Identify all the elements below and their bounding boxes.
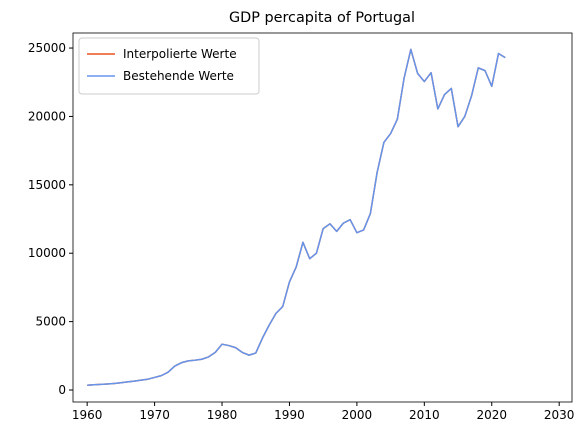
legend-label: Bestehende Werte: [123, 69, 234, 83]
series-line: [87, 48, 506, 386]
x-tick-label: 1960: [72, 408, 103, 422]
y-tick-label: 0: [58, 383, 66, 397]
y-tick-label: 15000: [28, 178, 66, 192]
legend-box: [78, 37, 260, 95]
plot-frame: [72, 32, 573, 403]
y-tick-label: 25000: [28, 41, 66, 55]
chart-title: GDP percapita of Portugal: [229, 10, 415, 26]
x-tick-label: 1970: [139, 408, 170, 422]
x-tick-label: 2030: [544, 408, 575, 422]
y-tick-label: 5000: [35, 315, 66, 329]
y-tick-label: 10000: [28, 246, 66, 260]
x-tick-label: 2010: [409, 408, 440, 422]
x-tick-label: 1990: [274, 408, 305, 422]
x-tick-label: 2020: [476, 408, 507, 422]
legend-label: Interpolierte Werte: [123, 47, 237, 61]
x-tick-label: 1980: [207, 408, 238, 422]
x-tick-label: 2000: [342, 408, 373, 422]
y-tick-label: 20000: [28, 109, 66, 123]
